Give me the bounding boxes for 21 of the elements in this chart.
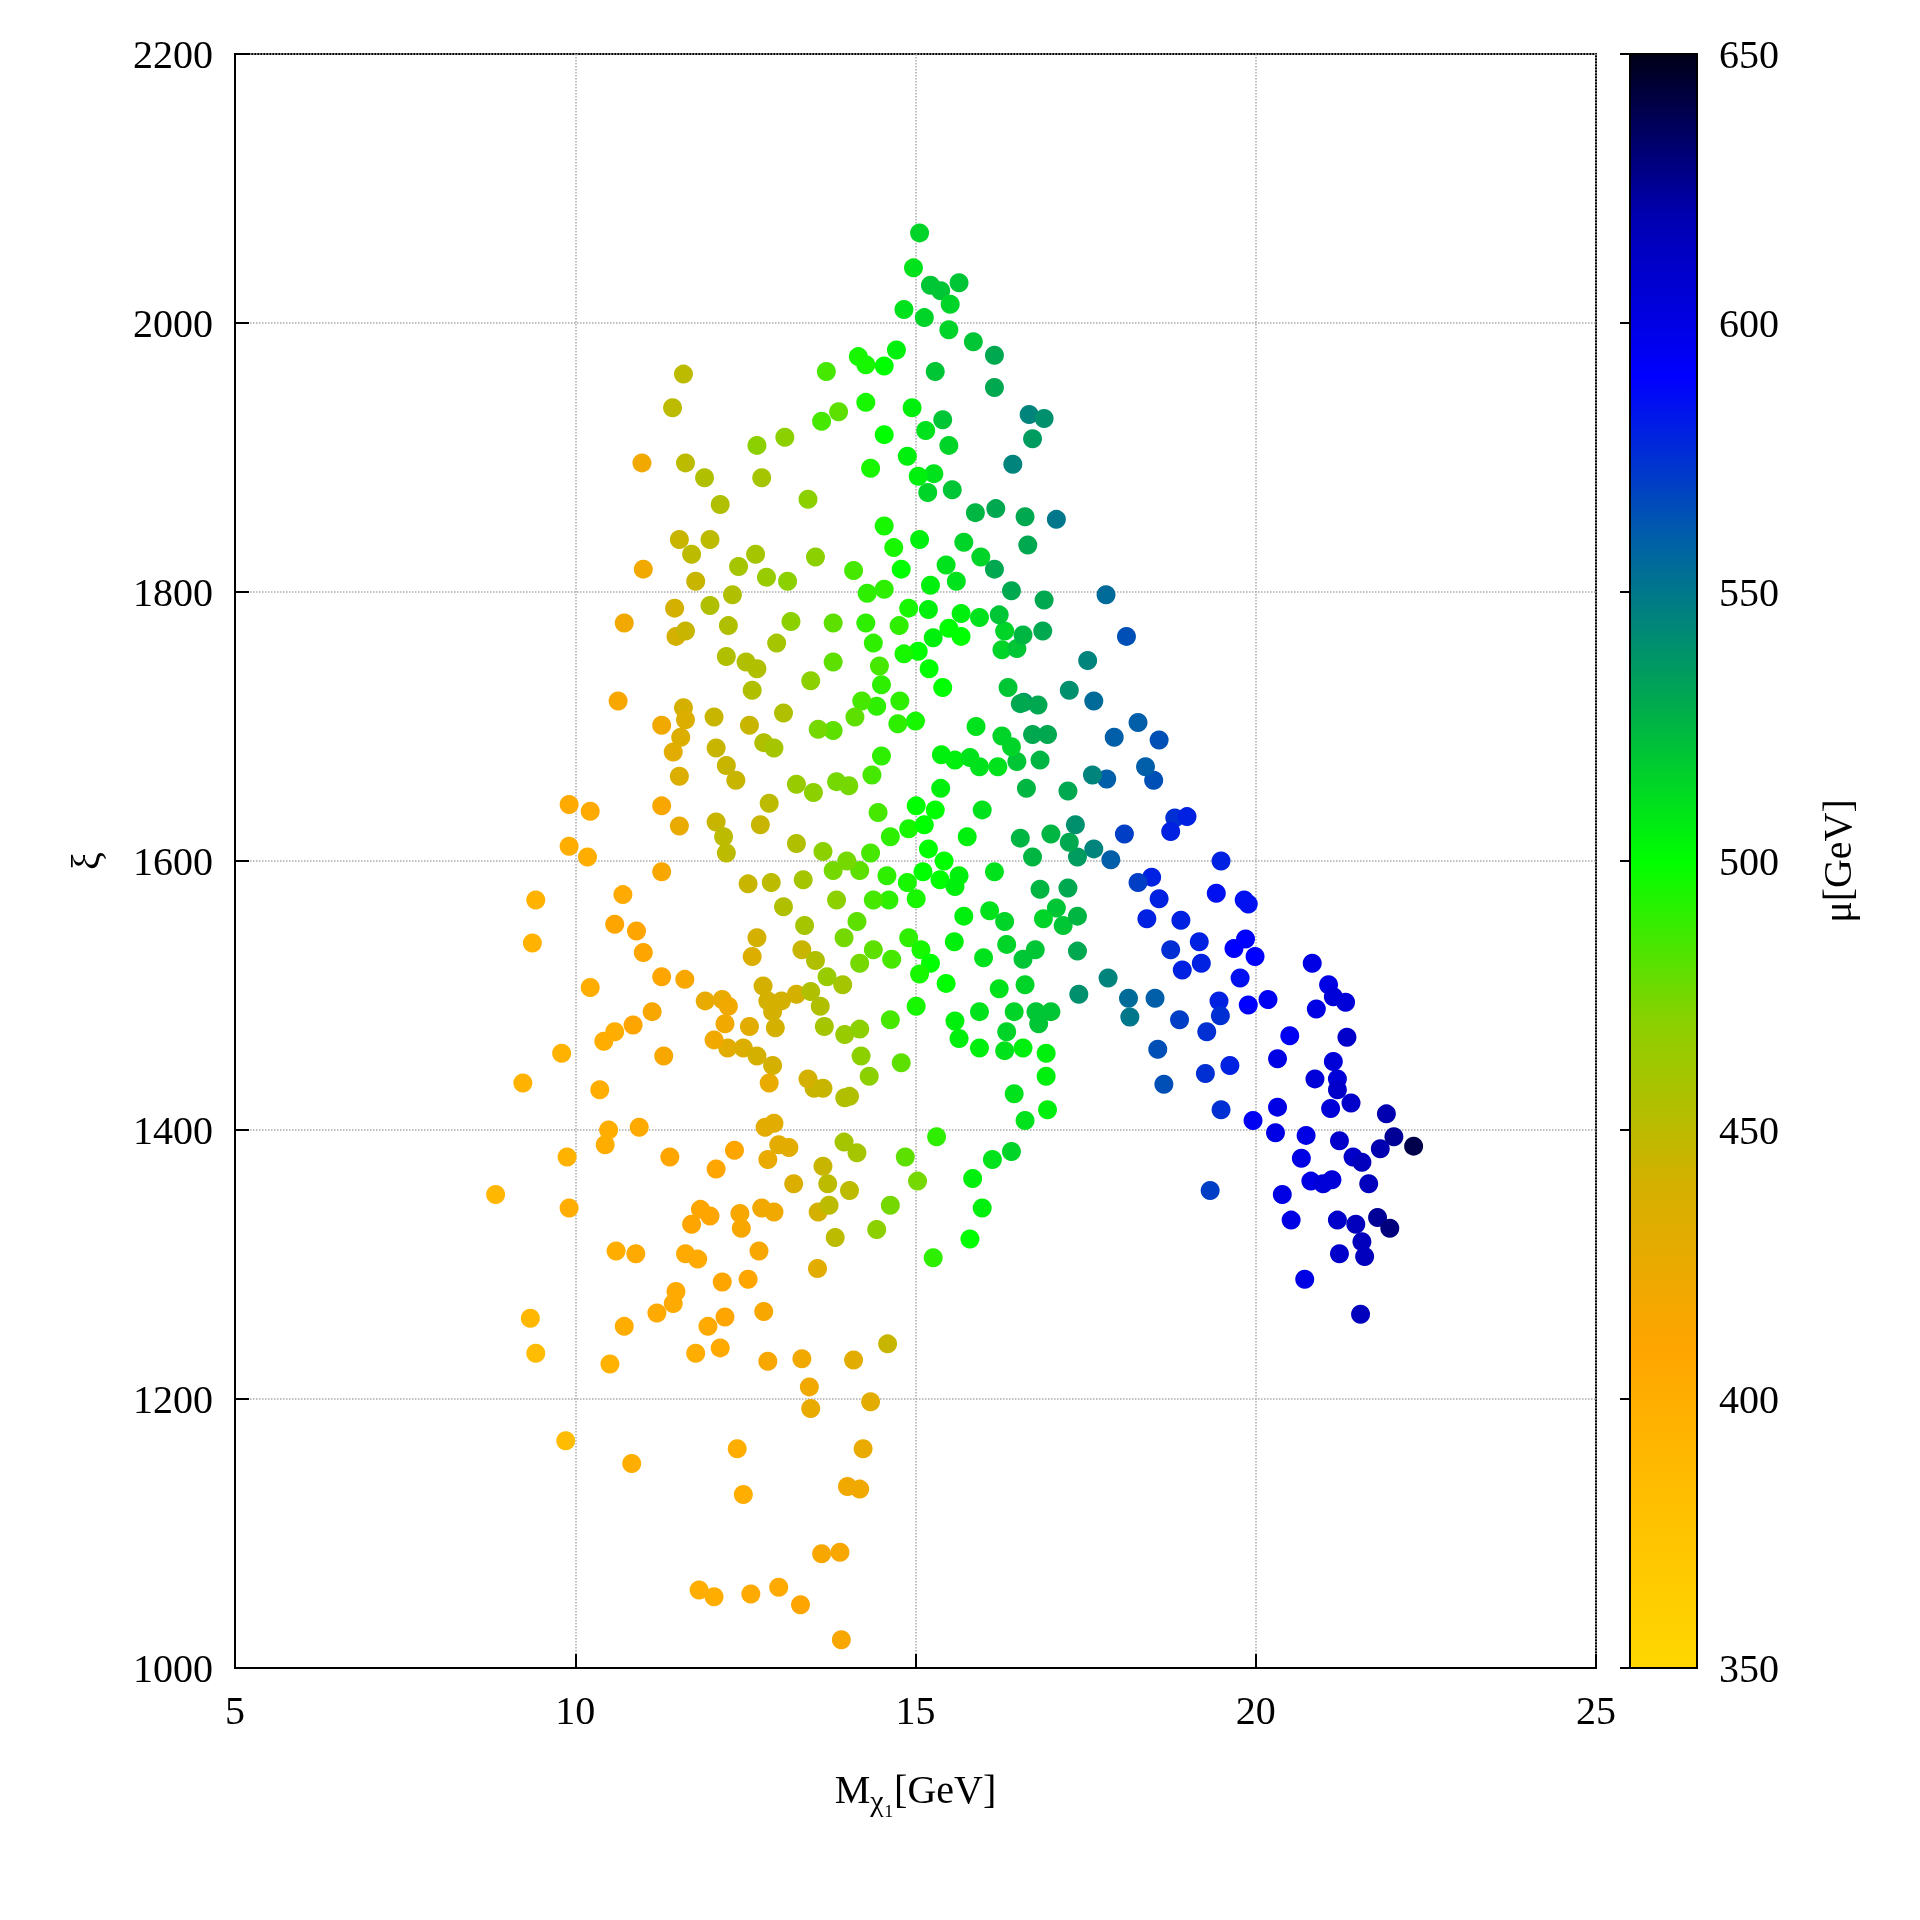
color-bar-title: μ[GeV]	[1814, 799, 1860, 923]
y-axis-title: ξ	[62, 852, 108, 870]
y-tick-label: 1000	[133, 1645, 213, 1691]
color-bar-label: 400	[1719, 1376, 1779, 1422]
y-tick-label: 1400	[133, 1107, 213, 1153]
x-tick-label: 15	[895, 1687, 936, 1733]
color-bar-label: 500	[1719, 838, 1779, 884]
color-bar-label: 350	[1719, 1645, 1779, 1691]
color-bar-label: 450	[1719, 1107, 1779, 1153]
x-tick-label: 5	[225, 1687, 245, 1733]
color-bar-label: 550	[1719, 569, 1779, 615]
y-tick-label: 2200	[133, 31, 213, 77]
x-tick-label: 20	[1235, 1687, 1276, 1733]
x-tick-label: 25	[1576, 1687, 1616, 1733]
y-tick-label: 1600	[133, 838, 213, 884]
y-tick-label: 2000	[133, 300, 213, 346]
y-tick-label: 1200	[133, 1376, 213, 1422]
y-tick-label: 1800	[133, 569, 213, 615]
color-bar-label: 650	[1719, 31, 1779, 77]
color-bar-label: 600	[1719, 300, 1779, 346]
x-tick-label: 10	[555, 1687, 596, 1733]
